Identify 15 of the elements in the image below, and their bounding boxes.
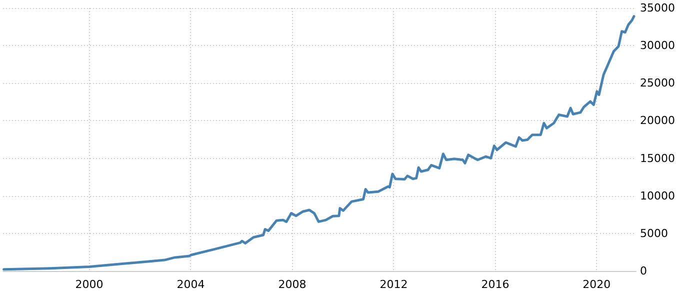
y-tick-label: 35000 bbox=[640, 2, 676, 14]
x-tick-label: 2020 bbox=[582, 278, 611, 291]
y-tick-label: 30000 bbox=[640, 39, 676, 52]
line-series bbox=[2, 15, 636, 271]
y-tick-label: 5000 bbox=[640, 226, 668, 240]
y-tick-label: 25000 bbox=[640, 76, 676, 90]
x-tick-label: 2012 bbox=[380, 278, 408, 291]
x-tick-label: 2016 bbox=[481, 278, 510, 291]
y-tick-label: 0 bbox=[640, 264, 648, 278]
y-tick-label: 10000 bbox=[640, 189, 676, 202]
x-tick-label: 2004 bbox=[176, 278, 205, 291]
y-tick-label: 15000 bbox=[640, 152, 676, 165]
x-tick-label: 2000 bbox=[75, 278, 104, 291]
x-tick-label: 2008 bbox=[278, 278, 306, 291]
y-tick-label: 20000 bbox=[640, 114, 676, 128]
